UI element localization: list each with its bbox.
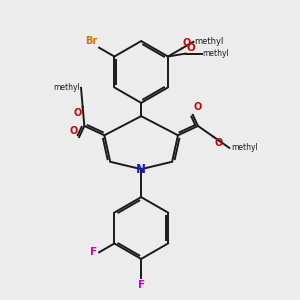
Text: methyl: methyl — [53, 83, 80, 92]
Text: O: O — [214, 138, 223, 148]
Text: methyl: methyl — [203, 49, 230, 58]
Text: O: O — [183, 38, 191, 47]
Text: F: F — [91, 247, 98, 257]
Text: methyl: methyl — [194, 37, 224, 46]
Text: O: O — [187, 43, 195, 53]
Text: F: F — [138, 280, 145, 290]
Text: O: O — [74, 108, 82, 118]
Text: N: N — [136, 163, 146, 176]
Text: O: O — [70, 127, 78, 136]
Text: O: O — [193, 103, 202, 112]
Text: methyl: methyl — [231, 143, 258, 152]
Text: Br: Br — [85, 36, 98, 46]
